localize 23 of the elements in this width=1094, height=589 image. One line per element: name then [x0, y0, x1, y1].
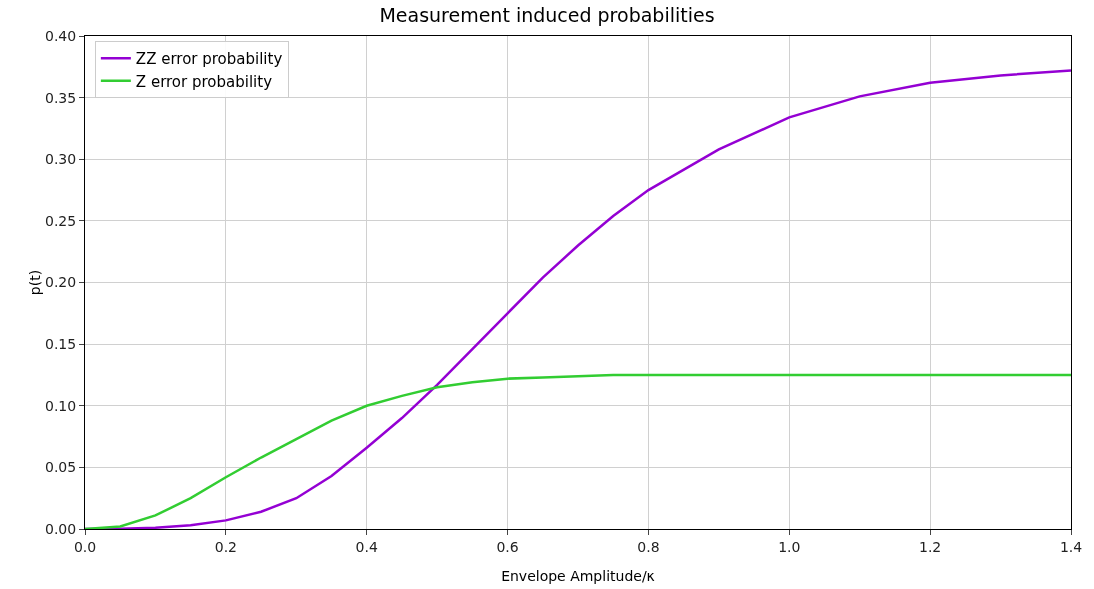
x-tick-label: 0.6: [496, 538, 519, 555]
x-tick-label: 1.2: [919, 538, 942, 555]
y-axis-title: p(t): [27, 269, 44, 296]
text: 0.0: [73, 538, 97, 555]
x-tick-label: 0.2: [214, 538, 237, 555]
x-tick-label: 0.4: [355, 538, 378, 555]
y-tick-label: 0.35: [45, 89, 77, 106]
y-tick-label: 0.30: [45, 151, 77, 168]
line-series: [85, 373, 1071, 529]
legend-label: ZZ error probability: [135, 50, 283, 69]
x-tick-label: 0.8: [637, 538, 660, 555]
text: 1.0: [778, 538, 801, 555]
legend-label: Z error probability: [135, 72, 273, 91]
y-tick-label: 0.40: [45, 27, 77, 44]
y-tick-label: 0.25: [45, 212, 77, 229]
y-tick-label: 0.00: [45, 520, 77, 537]
x-axis-title: Envelope Amplitude/κ: [501, 568, 655, 584]
x-tick-label: 1.4: [1059, 538, 1083, 555]
y-tick-label: 0.10: [45, 397, 77, 414]
y-tick-label: 0.20: [45, 274, 77, 291]
y-tick-label: 0.15: [45, 336, 77, 353]
chart-title: Measurement induced probabilities: [379, 4, 715, 27]
y-tick-label: 0.05: [45, 459, 77, 476]
